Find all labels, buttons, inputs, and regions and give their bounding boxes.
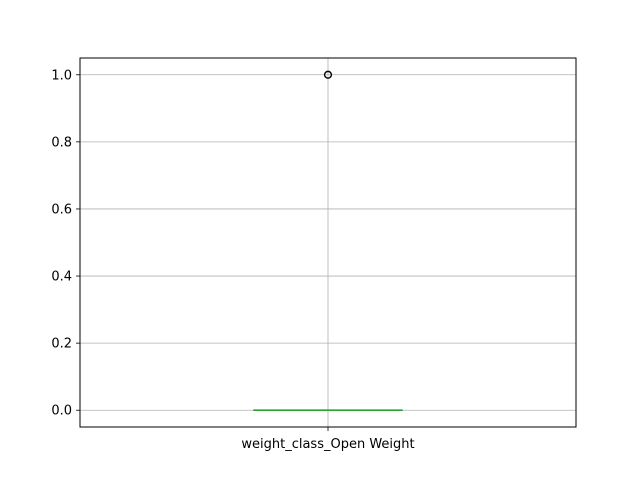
y-tick-label: 0.6 — [51, 202, 72, 217]
outlier-point — [323, 70, 333, 79]
grid-layer — [80, 58, 576, 427]
y-tick-label: 0.2 — [51, 337, 72, 352]
y-tick-label: 1.0 — [51, 68, 72, 83]
box-layer — [253, 70, 403, 412]
y-tick-label: 0.4 — [51, 270, 72, 285]
tick-layer: 0.0 0.2 0.4 0.6 0.8 1.0 weight_class_Open Weig… — [51, 68, 414, 452]
x-category-label: weight_class_Open Weight — [241, 437, 414, 452]
y-tick-label: 0.8 — [51, 135, 72, 150]
y-tick-label: 0.0 — [51, 404, 72, 419]
axes-frame — [79, 57, 577, 428]
